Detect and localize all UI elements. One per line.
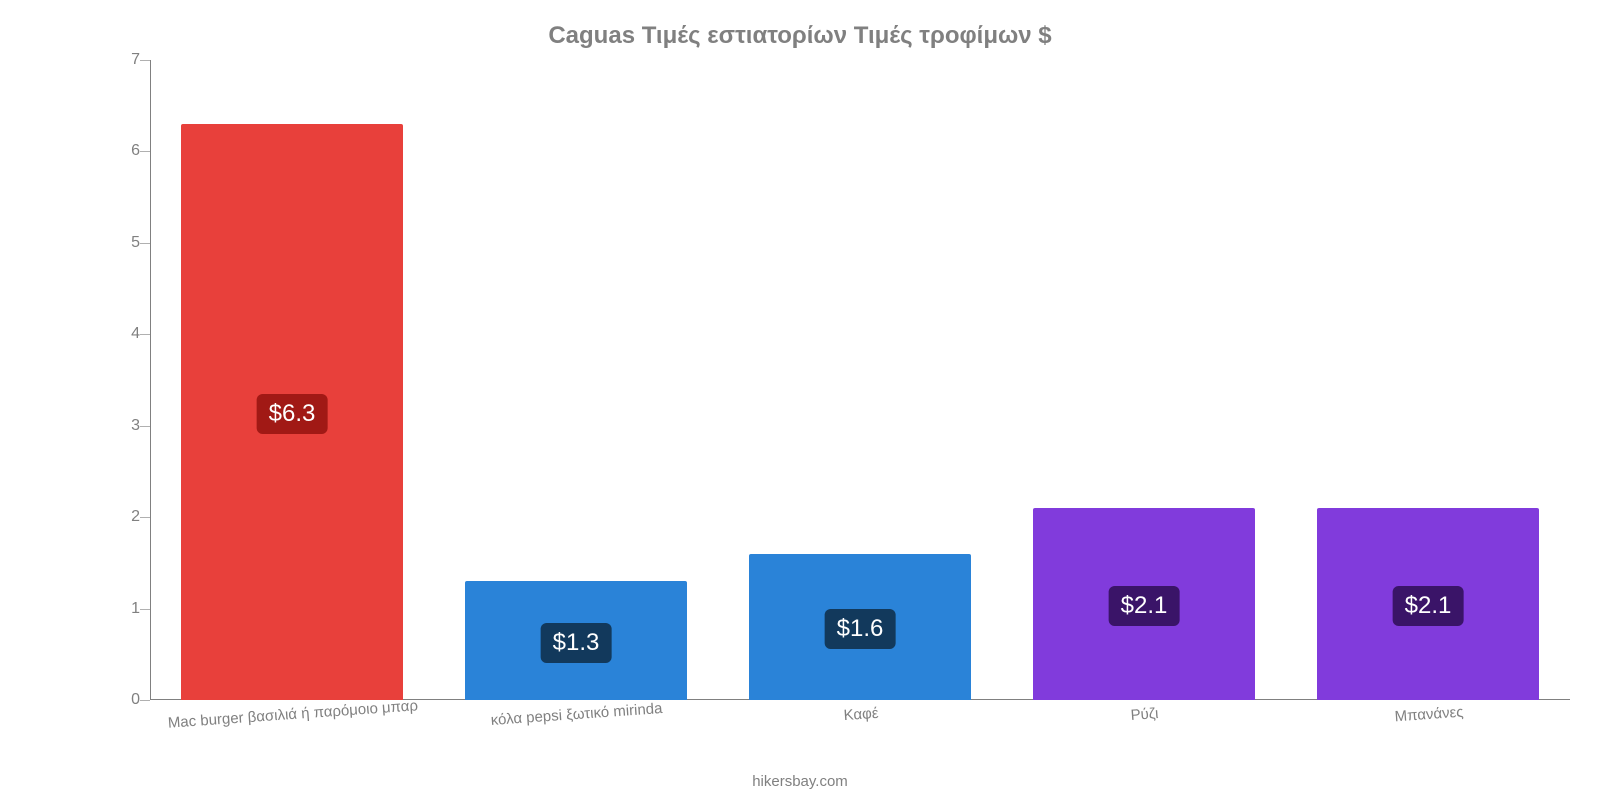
- bar-slot: $2.1: [1002, 60, 1286, 700]
- bar-slot: $1.6: [718, 60, 1002, 700]
- x-labels-container: Mac burger βασιλιά ή παρόμοιο μπαρκόλα p…: [150, 700, 1570, 760]
- x-category-label: κόλα pepsi ξωτικό mirinda: [490, 700, 665, 766]
- bar: $1.3: [465, 581, 687, 700]
- x-category-label: Μπανάνες: [1394, 704, 1467, 763]
- y-tick: [140, 151, 150, 152]
- x-label-slot: Ρύζι: [1002, 700, 1286, 760]
- x-label-slot: κόλα pepsi ξωτικό mirinda: [434, 700, 718, 760]
- value-badge: $2.1: [1393, 586, 1464, 626]
- value-badge: $2.1: [1109, 586, 1180, 626]
- y-tick-label: 6: [105, 142, 140, 160]
- bar: $2.1: [1033, 508, 1255, 700]
- y-tick: [140, 609, 150, 610]
- bar: $1.6: [749, 554, 971, 700]
- chart-title: Caguas Τιμές εστιατορίων Τιμές τροφίμων …: [0, 22, 1600, 50]
- y-tick: [140, 243, 150, 244]
- x-category-label: Καφέ: [843, 705, 882, 761]
- x-label-slot: Καφέ: [718, 700, 1002, 760]
- x-category-label: Ρύζι: [1130, 705, 1162, 761]
- y-tick-label: 0: [105, 691, 140, 709]
- y-tick-label: 2: [105, 508, 140, 526]
- y-tick-label: 7: [105, 51, 140, 69]
- y-tick-label: 3: [105, 417, 140, 435]
- bar-slot: $1.3: [434, 60, 718, 700]
- y-tick: [140, 517, 150, 518]
- value-badge: $6.3: [257, 394, 328, 434]
- bar-slot: $6.3: [150, 60, 434, 700]
- bar-chart: Caguas Τιμές εστιατορίων Τιμές τροφίμων …: [0, 0, 1600, 800]
- x-label-slot: Μπανάνες: [1286, 700, 1570, 760]
- bar: $6.3: [181, 124, 403, 700]
- attribution: hikersbay.com: [0, 773, 1600, 790]
- y-tick: [140, 334, 150, 335]
- y-tick-label: 1: [105, 600, 140, 618]
- bars-container: $6.3 $1.3 $1.6 $2.1 $2.1: [150, 60, 1570, 700]
- x-category-label: Mac burger βασιλιά ή παρόμοιο μπαρ: [167, 697, 421, 768]
- y-tick-label: 4: [105, 325, 140, 343]
- y-tick-label: 5: [105, 234, 140, 252]
- y-tick: [140, 60, 150, 61]
- x-label-slot: Mac burger βασιλιά ή παρόμοιο μπαρ: [150, 700, 434, 760]
- y-tick: [140, 700, 150, 701]
- value-badge: $1.3: [541, 623, 612, 663]
- bar: $2.1: [1317, 508, 1539, 700]
- bar-slot: $2.1: [1286, 60, 1570, 700]
- y-tick: [140, 426, 150, 427]
- plot-area: $6.3$1.3$1.6$2.1$2.1 01234567: [150, 60, 1570, 700]
- value-badge: $1.6: [825, 609, 896, 649]
